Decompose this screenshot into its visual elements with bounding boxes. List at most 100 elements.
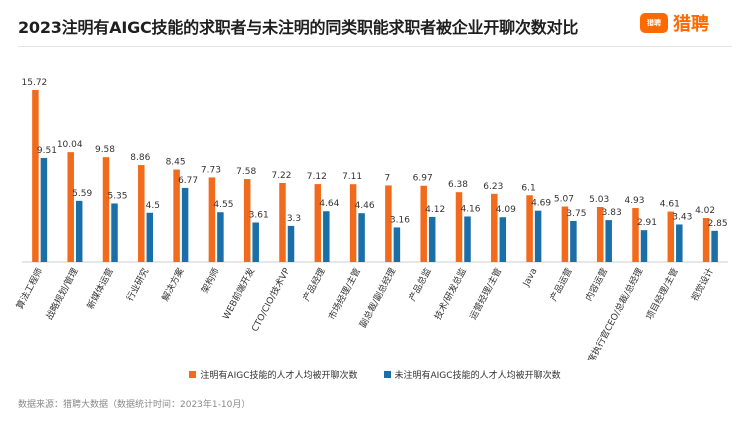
category-label-1: 战略规划/管理 [43, 266, 80, 322]
legend-item-aigc: 注明有AIGC技能的人才人均被开聊次数 [189, 368, 358, 381]
bar-no-aigc-4 [181, 187, 189, 262]
data-label-no-aigc-5: 4.55 [213, 200, 233, 210]
category-label-9: 市场经理/主管 [326, 266, 363, 322]
bar-no-aigc-5 [217, 212, 224, 262]
data-label-no-aigc-14: 4.69 [531, 199, 551, 209]
bar-aigc-8 [314, 184, 322, 262]
category-label-19: 视觉设计 [688, 266, 716, 303]
data-label-aigc-3: 8.86 [130, 153, 150, 163]
bar-no-aigc-8 [323, 211, 330, 262]
data-label-aigc-17: 4.93 [624, 196, 644, 206]
legend-swatch-blue [383, 371, 391, 378]
bar-no-aigc-11 [428, 216, 436, 262]
bar-aigc-17 [632, 208, 639, 262]
bar-aigc-3 [138, 165, 145, 262]
bar-aigc-0 [32, 90, 39, 262]
data-label-no-aigc-13: 4.09 [496, 205, 516, 215]
bar-no-aigc-10 [393, 227, 401, 262]
data-label-no-aigc-0: 9.51 [37, 146, 57, 156]
legend-label-aigc: 注明有AIGC技能的人才人均被开聊次数 [200, 371, 358, 381]
category-label-7: CTO/CIO/技术VP [249, 265, 293, 333]
legend-swatch-orange [189, 371, 197, 378]
category-label-12: 技术/研发总监 [432, 266, 469, 322]
data-label-no-aigc-7: 3.3 [287, 214, 301, 224]
data-label-no-aigc-18: 3.43 [672, 212, 692, 222]
page-title: 2023注明有AIGC技能的求职者与未注明的同类职能求职者被企业开聊次数对比 [18, 18, 579, 37]
data-label-aigc-15: 5.07 [554, 195, 574, 205]
legend-item-no-aigc: 未注明有AIGC技能的人才人均被开聊次数 [383, 368, 561, 381]
bar-no-aigc-2 [111, 203, 118, 262]
bar-aigc-1 [67, 152, 74, 262]
bar-no-aigc-9 [358, 213, 365, 262]
bar-aigc-10 [385, 185, 392, 262]
category-label-16: 内容运营 [583, 266, 611, 303]
logo: 猎聘 猎聘 [640, 11, 709, 35]
bar-no-aigc-18 [676, 224, 683, 262]
data-label-no-aigc-16: 3.83 [602, 208, 622, 218]
bar-aigc-16 [596, 206, 604, 262]
bar-no-aigc-3 [146, 212, 154, 262]
data-label-no-aigc-19: 2.85 [708, 219, 728, 229]
data-label-aigc-18: 4.61 [660, 200, 680, 210]
bar-no-aigc-12 [464, 216, 471, 262]
legend-label-no-aigc: 未注明有AIGC技能的人才人均被开聊次数 [394, 371, 561, 381]
bar-aigc-19 [702, 218, 710, 262]
bar-no-aigc-0 [40, 157, 48, 262]
category-label-17: 首席执行官CEO/总裁/总经理 [581, 266, 646, 360]
data-label-aigc-14: 6.1 [521, 183, 535, 193]
data-label-no-aigc-15: 3.75 [566, 209, 586, 219]
data-label-no-aigc-3: 4.5 [146, 201, 160, 211]
data-label-no-aigc-4: 6.77 [178, 176, 198, 186]
data-label-no-aigc-9: 4.46 [355, 201, 375, 211]
data-label-no-aigc-8: 4.64 [319, 199, 339, 209]
category-label-11: 产品总监 [406, 266, 434, 303]
data-label-aigc-6: 7.58 [236, 167, 256, 177]
data-label-no-aigc-2: 5.35 [107, 191, 127, 201]
bar-no-aigc-16 [605, 220, 612, 262]
bar-no-aigc-19 [711, 230, 718, 262]
data-label-aigc-9: 7.11 [342, 172, 362, 182]
liepin-logo-icon: 猎聘 [640, 13, 668, 33]
category-label-8: 产品经理 [300, 266, 328, 303]
logo-text: 猎聘 [673, 14, 709, 35]
data-label-aigc-13: 6.23 [483, 182, 503, 192]
bar-aigc-18 [667, 211, 675, 262]
header-divider [18, 46, 732, 47]
category-label-10: 副总裁/副总经理 [357, 266, 399, 330]
bar-no-aigc-6 [252, 222, 259, 262]
bar-aigc-14 [526, 195, 533, 262]
data-label-no-aigc-6: 3.61 [249, 211, 269, 221]
data-label-aigc-10: 7 [385, 173, 391, 183]
bar-aigc-9 [349, 184, 357, 262]
bar-no-aigc-7 [287, 225, 295, 262]
category-label-15: 产品运营 [547, 266, 575, 303]
category-label-13: 运营经理/主管 [467, 266, 504, 322]
bar-no-aigc-15 [570, 220, 577, 262]
data-label-aigc-4: 8.45 [166, 158, 186, 168]
data-label-aigc-12: 6.38 [448, 180, 468, 190]
bar-aigc-7 [279, 183, 286, 262]
data-source-note: 数据来源：猎聘大数据（数据统计时间：2023年1-10月） [18, 400, 251, 410]
bar-aigc-11 [420, 185, 427, 262]
bar-aigc-13 [491, 193, 498, 262]
data-label-no-aigc-12: 4.16 [460, 204, 480, 214]
bar-aigc-5 [208, 177, 216, 262]
data-label-aigc-5: 7.73 [201, 165, 221, 175]
bar-no-aigc-14 [534, 210, 542, 262]
data-label-aigc-19: 4.02 [695, 206, 715, 216]
category-label-0: 算法工程师 [14, 266, 46, 311]
bar-chart: 15.72 9.51 算法工程师 10.04 5.59 战略规划/管理 9.58 5.35 新媒… [14, 78, 728, 360]
data-label-aigc-0: 15.72 [22, 78, 48, 88]
bar-aigc-4 [173, 169, 180, 262]
data-label-aigc-7: 7.22 [271, 171, 291, 181]
category-label-4: 解决方案 [159, 266, 187, 303]
data-label-aigc-8: 7.12 [307, 172, 327, 182]
bar-aigc-12 [455, 192, 463, 262]
bar-aigc-6 [243, 179, 251, 262]
data-label-aigc-16: 5.03 [589, 195, 609, 205]
bar-no-aigc-1 [75, 200, 83, 262]
data-label-no-aigc-17: 2.91 [637, 218, 657, 228]
category-label-5: 架构师 [199, 266, 222, 295]
chart-legend: 注明有AIGC技能的人才人均被开聊次数 未注明有AIGC技能的人才人均被开聊次数 [0, 368, 750, 381]
category-label-2: 新媒体运营 [84, 266, 116, 311]
